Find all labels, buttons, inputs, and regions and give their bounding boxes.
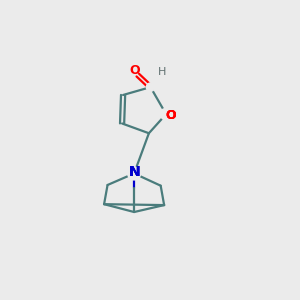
Circle shape xyxy=(160,108,172,120)
Text: O: O xyxy=(166,109,176,122)
Text: N: N xyxy=(128,165,140,179)
Circle shape xyxy=(128,167,141,180)
Text: N: N xyxy=(128,165,140,179)
Circle shape xyxy=(161,109,171,119)
Text: O: O xyxy=(130,64,140,77)
Circle shape xyxy=(146,83,155,91)
Text: O: O xyxy=(166,109,176,122)
Text: H: H xyxy=(158,67,166,77)
Text: N: N xyxy=(128,165,140,178)
Circle shape xyxy=(128,168,140,179)
Text: O: O xyxy=(166,109,176,122)
